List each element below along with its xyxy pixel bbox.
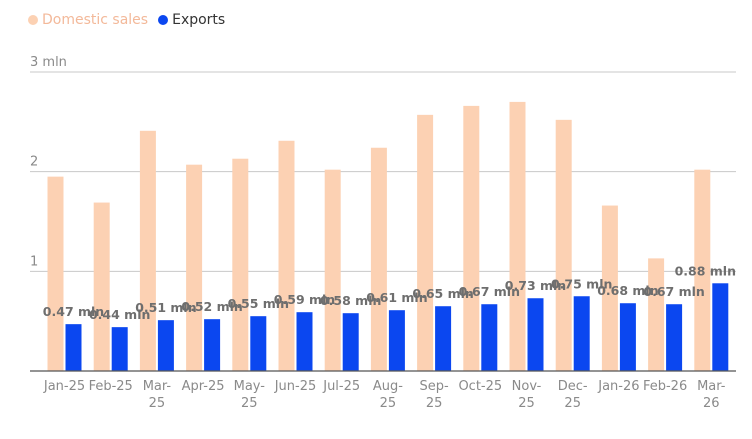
bar-domestic — [186, 164, 203, 371]
bar-exports — [573, 296, 590, 371]
y-tick-label: 3 mln — [30, 55, 67, 70]
bar-domestic — [417, 114, 434, 372]
x-tick-label: 25 — [518, 396, 535, 411]
x-tick-label: Jan-26 — [597, 379, 639, 394]
bar-exports — [204, 319, 221, 371]
x-tick-label: Mar- — [143, 379, 172, 394]
data-label-exports: 0.75 mln — [551, 276, 612, 291]
data-label-exports: 0.44 mln — [89, 307, 150, 322]
bar-domestic — [555, 119, 572, 371]
x-tick-label: Mar- — [697, 379, 726, 394]
x-tick-label: Feb-25 — [89, 379, 133, 394]
x-tick-label: Jul-25 — [322, 379, 360, 394]
bar-exports — [666, 304, 683, 371]
x-tick-label: 26 — [703, 396, 720, 411]
bar-exports — [527, 298, 544, 371]
bar-domestic — [463, 105, 480, 372]
data-label-exports: 0.67 mln — [459, 284, 520, 299]
x-tick-label: Sep- — [419, 379, 449, 394]
x-tick-label: 25 — [426, 396, 443, 411]
bar-exports — [712, 283, 729, 371]
x-tick-label: Oct-25 — [458, 379, 502, 394]
x-tick-label: May- — [234, 379, 266, 394]
legend: Domestic sales Exports — [28, 12, 225, 28]
y-tick-label: 2 — [30, 155, 38, 170]
x-tick-label: Jan-25 — [43, 379, 85, 394]
bar-exports — [157, 320, 174, 371]
legend-item-exports[interactable]: Exports — [158, 12, 225, 28]
data-label-exports: 0.73 mln — [505, 278, 566, 293]
x-tick-label: 25 — [149, 396, 166, 411]
bar-domestic — [694, 169, 711, 371]
legend-swatch-domestic — [28, 15, 38, 25]
bar-domestic — [648, 258, 665, 371]
data-label-exports: 0.61 mln — [366, 290, 427, 305]
data-label-exports: 0.65 mln — [412, 286, 473, 301]
y-tick-label: 1 — [30, 254, 38, 269]
data-label-exports: 0.88 mln — [675, 263, 736, 278]
data-label-exports: 0.67 mln — [643, 284, 704, 299]
bar-exports — [250, 316, 267, 371]
bar-domestic — [601, 205, 618, 371]
x-tick-label: Apr-25 — [182, 379, 225, 394]
legend-item-domestic[interactable]: Domestic sales — [28, 12, 148, 28]
bar-exports — [65, 324, 82, 371]
bar-domestic — [93, 202, 110, 371]
bar-exports — [435, 306, 452, 371]
bar-exports — [111, 327, 128, 371]
x-tick-label: Feb-26 — [643, 379, 687, 394]
legend-label-domestic: Domestic sales — [42, 12, 149, 28]
legend-label-exports: Exports — [172, 12, 226, 28]
data-label-exports: 0.51 mln — [135, 300, 196, 315]
x-tick-label: Jun-25 — [274, 379, 317, 394]
x-tick-label: 25 — [380, 396, 397, 411]
data-label-exports: 0.52 mln — [181, 299, 242, 314]
bar-domestic — [278, 140, 295, 371]
bar-exports — [296, 312, 313, 371]
bar-exports — [481, 304, 498, 371]
bar-domestic — [47, 176, 64, 371]
data-label-exports: 0.47 mln — [43, 304, 104, 319]
data-label-exports: 0.58 mln — [320, 293, 381, 308]
x-tick-label: Dec- — [558, 379, 588, 394]
x-tick-label: Aug- — [373, 379, 403, 394]
bar-exports — [619, 303, 636, 371]
bar-exports — [342, 313, 359, 371]
data-label-exports: 0.59 mln — [274, 292, 335, 307]
bar-domestic — [232, 158, 249, 371]
bar-domestic — [324, 169, 341, 371]
data-label-exports: 0.68 mln — [597, 283, 658, 298]
legend-swatch-exports — [158, 15, 169, 25]
x-tick-label: 25 — [241, 396, 258, 411]
bar-domestic — [370, 147, 387, 371]
bar-domestic — [509, 101, 526, 372]
bar-domestic — [139, 130, 156, 371]
bar-exports — [388, 310, 405, 371]
x-tick-label: 25 — [564, 396, 581, 411]
data-label-exports: 0.55 mln — [228, 296, 289, 311]
x-tick-label: Nov- — [512, 379, 542, 394]
